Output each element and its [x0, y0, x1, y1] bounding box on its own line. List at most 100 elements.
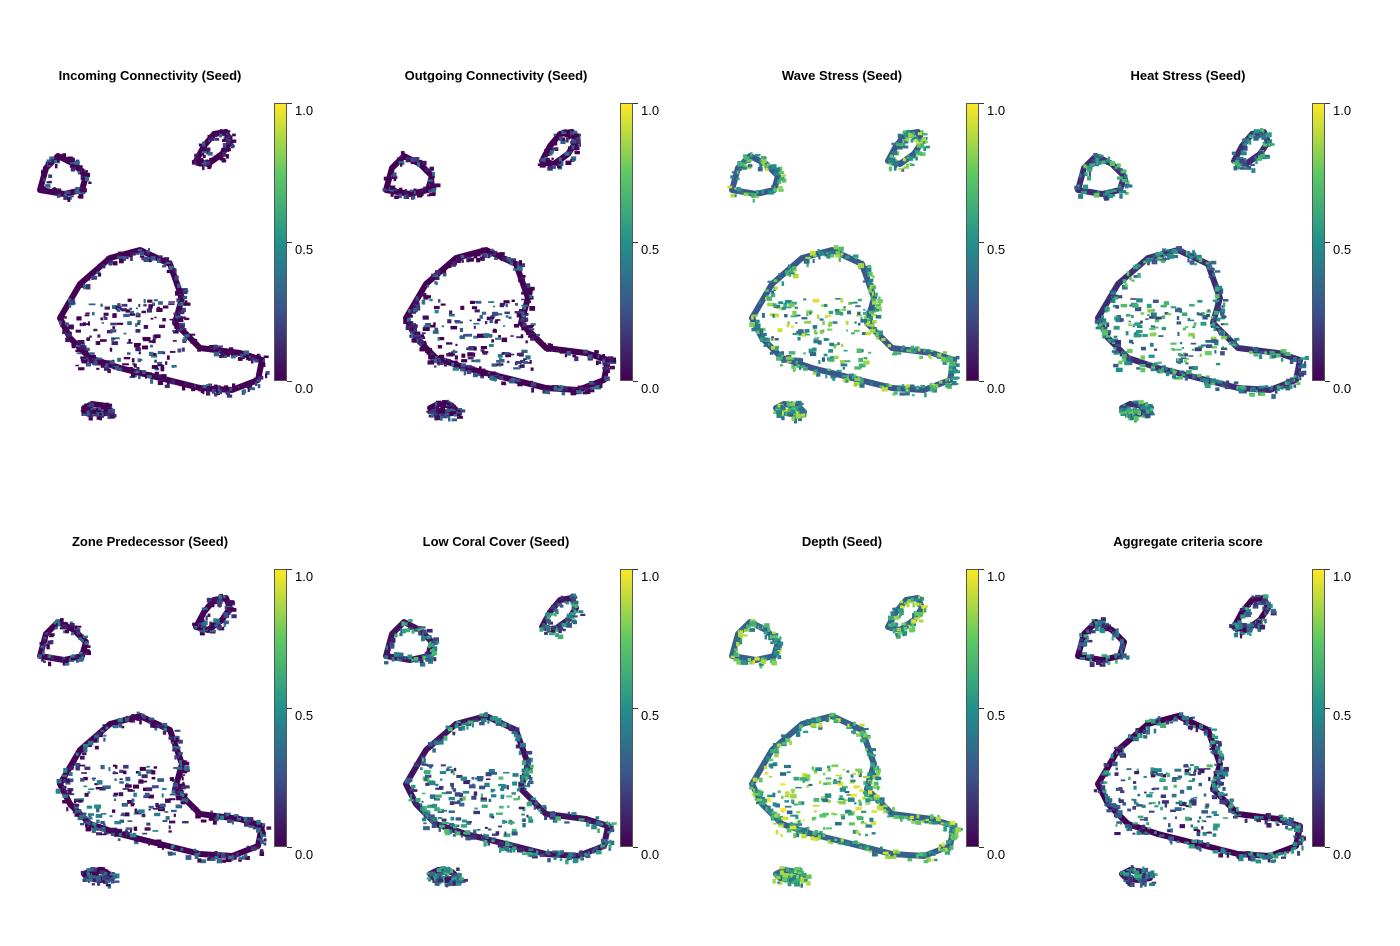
reef-cell [1187, 319, 1195, 322]
reef-cell [136, 711, 140, 714]
reef-cell [835, 254, 841, 258]
reef-cell [535, 799, 538, 803]
reef-cell [801, 413, 806, 417]
reef-cell [523, 787, 527, 791]
reef-cell [789, 740, 793, 745]
reef-cell [206, 390, 211, 396]
reef-cell [528, 757, 531, 762]
reef-cell [99, 361, 102, 366]
reef-cell [919, 602, 922, 607]
reef-cell [779, 180, 782, 185]
reef-cell [893, 167, 897, 171]
reef-cell [932, 821, 938, 825]
reef-cell [86, 879, 93, 882]
reef-cell [479, 721, 485, 726]
reef-cell [892, 351, 899, 354]
reef-cell [149, 258, 152, 263]
reef-cell [490, 371, 496, 375]
reef-cell [1220, 312, 1225, 316]
reef-cell [177, 348, 182, 353]
reef-cell [595, 385, 602, 390]
reef-cell [762, 164, 766, 167]
reef-cell [221, 158, 226, 163]
reef-cell [235, 355, 238, 358]
reef-cell [476, 257, 481, 263]
reef-cell [507, 258, 511, 262]
reef-cell [397, 652, 404, 657]
reef-cell [1177, 331, 1180, 337]
reef-cell [425, 774, 432, 778]
reef-cell [1125, 409, 1128, 412]
reef-cell [1220, 384, 1225, 388]
reef-cell [446, 399, 450, 403]
reef-cell [427, 764, 434, 767]
reef-cell [423, 345, 426, 348]
reef-cell [938, 848, 941, 852]
reef-cell [93, 875, 97, 879]
colorbar-tick [1325, 242, 1330, 243]
reef-cell [605, 360, 610, 365]
reef-cell [125, 782, 129, 785]
reef-cell [383, 176, 387, 181]
reef-cell [94, 736, 99, 740]
reef-cell [781, 281, 785, 286]
reef-cell [456, 882, 462, 886]
reef-cell [823, 337, 828, 341]
panel-depth: Depth (Seed) 1.0 0.5 0.0 [692, 534, 1038, 894]
reef-cell [1083, 642, 1086, 647]
reef-cell [93, 872, 98, 878]
reef-cell [419, 658, 424, 664]
reef-cell [75, 658, 79, 663]
reef-cell [743, 634, 748, 637]
reef-cell [1180, 357, 1187, 359]
reef-cell [1098, 161, 1100, 164]
reef-cell [764, 623, 770, 628]
reef-cell [898, 143, 901, 147]
reef-cell [448, 352, 456, 356]
reef-cell [1124, 361, 1130, 366]
reef-cell [207, 613, 211, 617]
reef-cell [443, 871, 450, 875]
reef-cell [185, 855, 192, 860]
reef-cell [95, 814, 103, 818]
reef-cell [795, 832, 800, 838]
reef-cell [60, 789, 64, 793]
reef-cell [897, 631, 903, 635]
reef-cell [227, 819, 232, 823]
reef-cell [1276, 823, 1280, 826]
reef-cell [1289, 377, 1294, 383]
reef-cell [608, 356, 614, 362]
reef-cell [518, 781, 524, 786]
reef-cell [1246, 138, 1249, 143]
reef-cell [1170, 249, 1177, 253]
reef-cell [217, 603, 222, 607]
reef-cell [888, 623, 894, 627]
reef-cell [826, 781, 832, 785]
reef-cell [89, 352, 95, 355]
reef-cell [546, 619, 551, 623]
reef-cell [865, 314, 868, 316]
reef-cell [927, 349, 934, 352]
reef-cell [211, 137, 214, 141]
reef-cell [855, 768, 863, 772]
reef-cell [911, 619, 917, 624]
reef-cell [1125, 655, 1130, 660]
reef-cell [62, 316, 67, 319]
reef-cell [776, 415, 782, 418]
reef-cell [595, 816, 600, 819]
reef-cell [770, 815, 775, 820]
reef-cell [806, 784, 810, 788]
reef-cell [460, 335, 465, 339]
reef-cell [91, 354, 96, 360]
reef-cell [1152, 873, 1156, 878]
reef-cell [1211, 346, 1218, 349]
reef-cell [905, 163, 909, 168]
reef-cell [588, 380, 594, 385]
reef-cell [861, 810, 867, 813]
reef-cell [825, 314, 832, 317]
reef-cell [162, 305, 169, 309]
reef-cell [909, 156, 914, 161]
reef-cell [893, 854, 897, 860]
reef-cell [874, 292, 878, 297]
reef-cell [88, 814, 92, 818]
